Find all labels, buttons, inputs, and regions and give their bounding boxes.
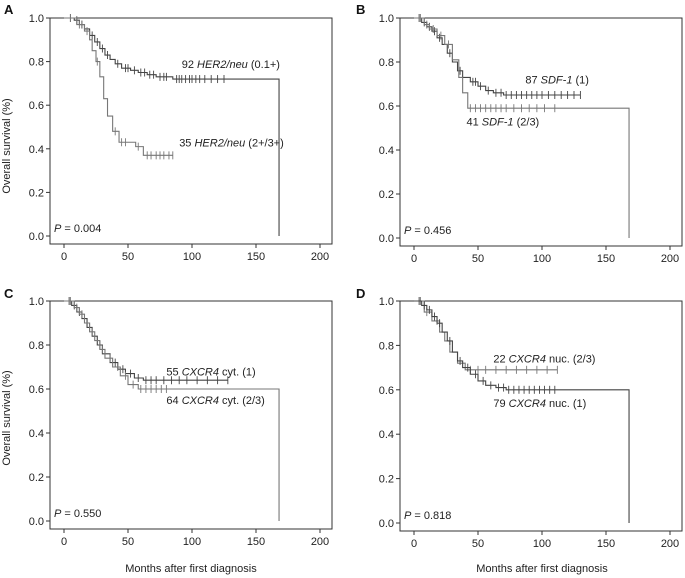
y-axis-label-top: Overall survival (%) [1, 98, 13, 193]
x-tick-label: 150 [597, 253, 615, 265]
y-tick-label: 1.0 [29, 296, 44, 308]
plot-frame [399, 17, 683, 247]
x-tick-label: 100 [533, 538, 551, 550]
x-tick-label: 200 [661, 253, 679, 265]
plot-frame [49, 17, 333, 245]
y-tick-label: 0.2 [29, 187, 44, 199]
survival-curve-2 [414, 300, 630, 523]
series-label: 22 CXCR4 nuc. (2/3) [493, 354, 595, 366]
panel-letter: D [356, 286, 365, 301]
p-value: P = 0.818 [404, 510, 451, 522]
series-label: 87 SDF-1 (1) [525, 75, 589, 87]
y-tick-label: 0.4 [379, 429, 394, 441]
y-tick-label: 0.4 [29, 428, 44, 440]
y-tick-label: 0.6 [379, 101, 394, 113]
x-tick-label: 50 [472, 253, 484, 265]
y-tick-label: 0.4 [379, 145, 394, 157]
y-tick-label: 1.0 [29, 13, 44, 25]
x-tick-label: 0 [411, 538, 417, 550]
series-label: 35 HER2/neu (2+/3+) [179, 137, 284, 149]
y-tick-label: 0.2 [29, 472, 44, 484]
panel-letter: B [356, 2, 365, 17]
p-value: P = 0.550 [54, 508, 101, 520]
p-value: P = 0.456 [404, 225, 451, 237]
series-label: 92 HER2/neu (0.1+) [182, 59, 280, 71]
y-tick-label: 0.0 [29, 231, 44, 243]
y-tick-label: 0.2 [379, 474, 394, 486]
x-tick-label: 150 [597, 538, 615, 550]
x-tick-label: 100 [183, 251, 201, 263]
y-tick-label: 1.0 [379, 296, 394, 308]
panel-a: A 0.0 0.2 0.4 0.6 0.8 1.0 0 50 100 150 200 92 HER2/n… [4, 2, 333, 263]
x-tick-label: 200 [311, 536, 329, 548]
y-tick-label: 1.0 [379, 13, 394, 25]
x-tick-label: 150 [247, 251, 265, 263]
y-tick-label: 0.8 [379, 340, 394, 352]
series-label: 64 CXCR4 cyt. (2/3) [166, 395, 264, 407]
x-axis-label-left: Months after first diagnosis [125, 563, 257, 575]
survival-curve-2 [64, 300, 280, 521]
x-axis-label-right: Months after first diagnosis [476, 563, 608, 575]
panel-d: D 0.0 0.2 0.4 0.6 0.8 1.0 0 50 100 150 200 22 CXCR4 … [356, 286, 683, 550]
survival-curve-1 [414, 300, 558, 371]
plot-frame [49, 300, 333, 530]
y-tick-label: 0.8 [29, 57, 44, 69]
x-tick-label: 0 [61, 251, 67, 263]
x-tick-label: 200 [311, 251, 329, 263]
y-tick-label: 0.0 [379, 518, 394, 530]
plot-frame [399, 300, 683, 532]
x-tick-label: 0 [411, 253, 417, 265]
panel-letter: C [4, 286, 14, 301]
x-tick-label: 200 [661, 538, 679, 550]
panel-b: B 0.0 0.2 0.4 0.6 0.8 1.0 0 50 100 150 200 87 SDF-1 … [356, 2, 683, 265]
x-tick-label: 0 [61, 536, 67, 548]
y-tick-label: 0.4 [29, 144, 44, 156]
y-tick-label: 0.6 [29, 384, 44, 396]
y-tick-label: 0.2 [379, 189, 394, 201]
survival-curve-1 [414, 17, 581, 96]
y-tick-label: 0.6 [29, 100, 44, 112]
series-label: 55 CXCR4 cyt. (1) [166, 366, 255, 378]
x-tick-label: 100 [533, 253, 551, 265]
series-label: 79 CXCR4 nuc. (1) [493, 398, 586, 410]
x-tick-label: 50 [122, 251, 134, 263]
survival-curve-2 [64, 17, 173, 156]
survival-curve-2 [414, 17, 630, 238]
x-tick-label: 100 [183, 536, 201, 548]
y-tick-label: 0.6 [379, 385, 394, 397]
y-tick-label: 0.8 [379, 57, 394, 69]
y-tick-label: 0.8 [29, 340, 44, 352]
panel-letter: A [4, 2, 14, 17]
y-axis-label-bottom: Overall survival (%) [1, 370, 13, 465]
panels: A 0.0 0.2 0.4 0.6 0.8 1.0 0 50 100 150 200 92 HER2/n… [4, 2, 683, 550]
x-tick-label: 150 [247, 536, 265, 548]
panel-c: C 0.0 0.2 0.4 0.6 0.8 1.0 0 50 100 150 200 55 CXCR4 … [4, 286, 333, 548]
x-tick-label: 50 [472, 538, 484, 550]
p-value: P = 0.004 [54, 223, 101, 235]
series-label: 41 SDF-1 (2/3) [466, 116, 539, 128]
x-tick-label: 50 [122, 536, 134, 548]
y-tick-label: 0.0 [29, 516, 44, 528]
y-tick-label: 0.0 [379, 233, 394, 245]
